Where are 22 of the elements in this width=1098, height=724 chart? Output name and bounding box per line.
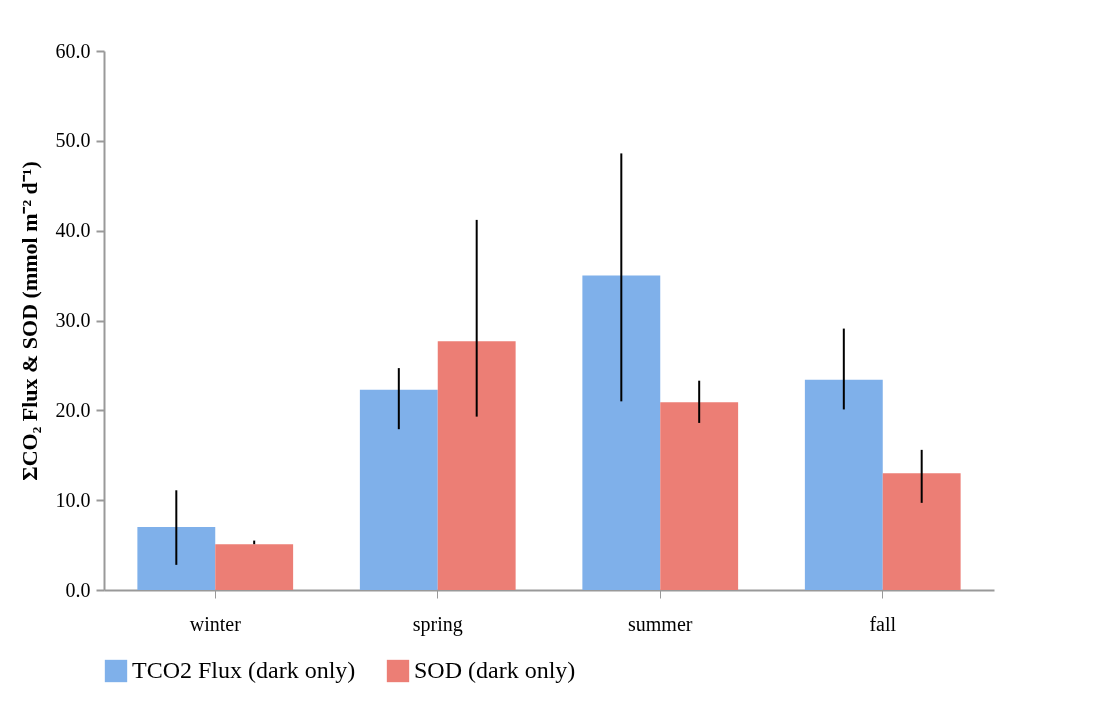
bar — [359, 389, 438, 590]
bar — [437, 341, 516, 590]
legend-label: TCO2 Flux (dark only) — [132, 657, 356, 683]
x-tick-label: fall — [869, 612, 897, 635]
y-axis-title: ΣCO₂ Flux & SOD (mmol m⁻² d⁻¹) — [16, 161, 42, 481]
y-tick-label: 0.0 — [65, 578, 91, 601]
y-tick-label: 40.0 — [55, 219, 91, 242]
x-tick-label: winter — [189, 612, 242, 635]
bar — [582, 275, 661, 590]
legend-label: SOD (dark only) — [414, 657, 576, 683]
y-tick-label: 50.0 — [55, 129, 91, 152]
y-tick-label: 60.0 — [55, 39, 91, 62]
bar — [882, 473, 961, 590]
x-tick-label: spring — [412, 612, 463, 636]
y-tick-label: 10.0 — [55, 488, 91, 511]
bar — [137, 527, 216, 590]
bar — [215, 544, 294, 590]
x-tick-label: summer — [628, 612, 693, 635]
bar — [804, 379, 883, 590]
bar — [660, 402, 739, 590]
y-tick-label: 20.0 — [55, 398, 91, 421]
y-tick-label: 30.0 — [55, 309, 91, 331]
